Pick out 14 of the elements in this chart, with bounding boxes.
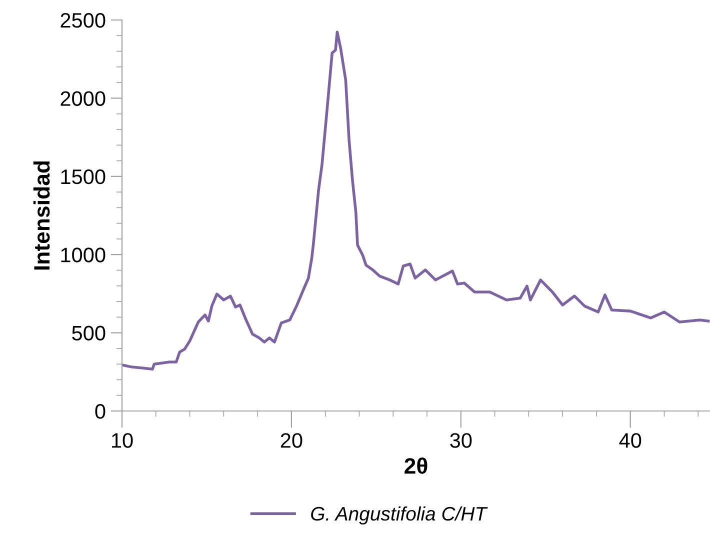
- x-tick-label: 30: [450, 433, 472, 448]
- y-axis-title: Intensidad: [33, 161, 50, 270]
- y-tick-label: 2000: [60, 91, 106, 106]
- y-tick-label: 1000: [61, 248, 106, 262]
- x-tick-label: 10: [112, 433, 133, 448]
- legend-label: G. Angustifolia C/HT: [311, 506, 488, 524]
- line-series: [122, 30, 710, 370]
- x-tick-label: 20: [280, 433, 302, 448]
- x-tick-label: 40: [619, 433, 642, 448]
- y-tick-label: 2500: [60, 13, 106, 28]
- y-tick-label: 0: [95, 404, 106, 419]
- y-tick-label: 500: [72, 326, 106, 341]
- x-axis-title: 2θ: [404, 458, 428, 474]
- y-tick-label: 1500: [61, 169, 106, 184]
